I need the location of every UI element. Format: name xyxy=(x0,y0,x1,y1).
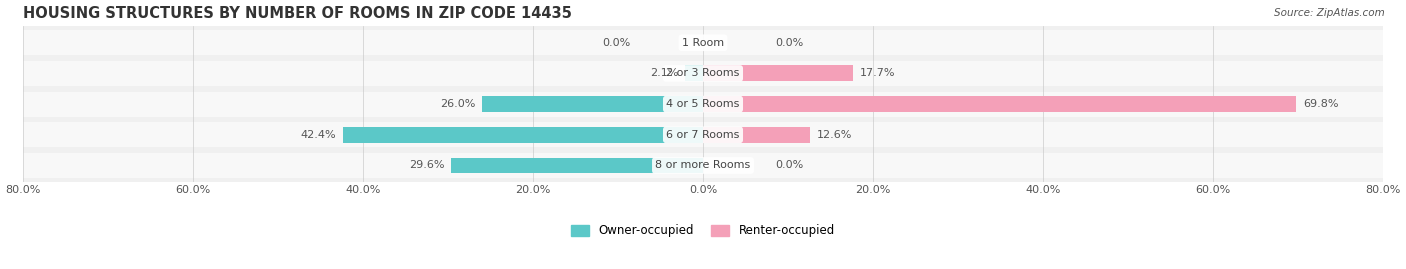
Text: Source: ZipAtlas.com: Source: ZipAtlas.com xyxy=(1274,8,1385,18)
Bar xyxy=(703,65,853,82)
Bar xyxy=(703,96,1296,112)
Text: 0.0%: 0.0% xyxy=(775,38,803,48)
Bar xyxy=(24,61,1382,86)
Text: 42.4%: 42.4% xyxy=(301,130,336,140)
Text: 17.7%: 17.7% xyxy=(860,68,896,79)
Text: HOUSING STRUCTURES BY NUMBER OF ROOMS IN ZIP CODE 14435: HOUSING STRUCTURES BY NUMBER OF ROOMS IN… xyxy=(24,6,572,20)
Text: 2 or 3 Rooms: 2 or 3 Rooms xyxy=(666,68,740,79)
Text: 4 or 5 Rooms: 4 or 5 Rooms xyxy=(666,99,740,109)
Bar xyxy=(24,122,1382,147)
Bar xyxy=(703,127,810,143)
Text: 26.0%: 26.0% xyxy=(440,99,475,109)
Bar xyxy=(482,96,703,112)
Text: 69.8%: 69.8% xyxy=(1303,99,1339,109)
Bar xyxy=(24,30,1382,55)
Bar xyxy=(24,91,1382,117)
Bar xyxy=(343,127,703,143)
Bar xyxy=(24,153,1382,178)
Bar xyxy=(451,158,703,174)
Text: 29.6%: 29.6% xyxy=(409,161,444,171)
Text: 0.0%: 0.0% xyxy=(603,38,631,48)
Legend: Owner-occupied, Renter-occupied: Owner-occupied, Renter-occupied xyxy=(567,220,839,242)
Text: 6 or 7 Rooms: 6 or 7 Rooms xyxy=(666,130,740,140)
Text: 1 Room: 1 Room xyxy=(682,38,724,48)
Bar xyxy=(685,65,703,82)
Text: 12.6%: 12.6% xyxy=(817,130,852,140)
Text: 8 or more Rooms: 8 or more Rooms xyxy=(655,161,751,171)
Text: 0.0%: 0.0% xyxy=(775,161,803,171)
Text: 2.1%: 2.1% xyxy=(650,68,678,79)
